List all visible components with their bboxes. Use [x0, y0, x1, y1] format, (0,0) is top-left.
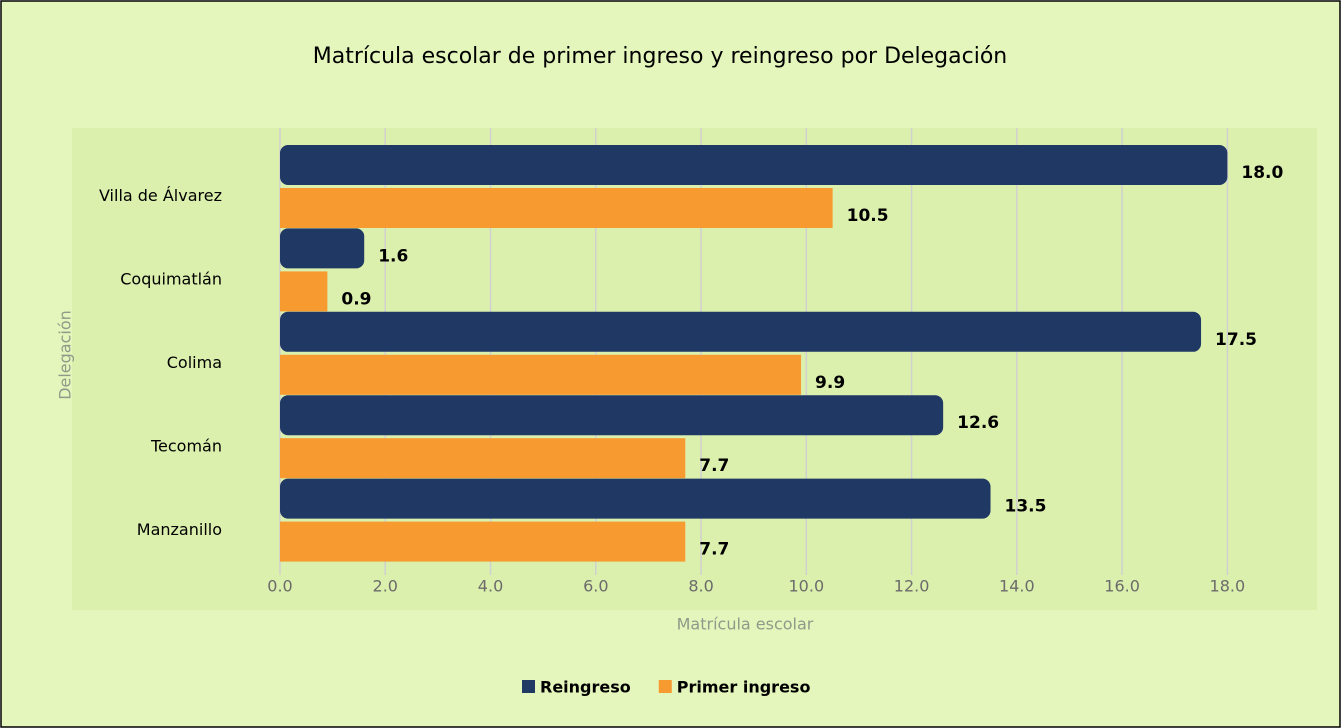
- bar: [280, 145, 1227, 185]
- data-label: 1.6: [378, 246, 408, 266]
- bar: [280, 438, 685, 478]
- x-axis-label: Matrícula escolar: [677, 615, 814, 634]
- x-tick-label: 8.0: [688, 577, 713, 596]
- legend-swatch: [522, 680, 535, 693]
- legend-label: Primer ingreso: [677, 678, 811, 697]
- y-tick-label: Coquimatlán: [120, 270, 222, 289]
- data-label: 7.7: [699, 540, 729, 560]
- bar: [280, 188, 833, 228]
- x-tick-label: 10.0: [789, 577, 825, 596]
- x-tick-label: 14.0: [999, 577, 1035, 596]
- bar: [280, 312, 1201, 352]
- data-label: 7.7: [699, 456, 729, 476]
- data-label: 12.6: [957, 413, 999, 433]
- data-label: 10.5: [847, 206, 889, 226]
- data-label: 13.5: [1005, 497, 1047, 517]
- bar: [280, 355, 801, 395]
- y-axis-label: Delegación: [56, 310, 75, 400]
- y-tick-label: Villa de Álvarez: [99, 186, 222, 205]
- y-tick-label: Manzanillo: [137, 520, 222, 539]
- data-label: 17.5: [1215, 330, 1257, 350]
- x-tick-label: 2.0: [373, 577, 398, 596]
- x-tick-label: 16.0: [1104, 577, 1140, 596]
- x-tick-label: 18.0: [1210, 577, 1246, 596]
- legend-label: Reingreso: [540, 678, 631, 697]
- x-tick-label: 0.0: [267, 577, 292, 596]
- bar: [280, 395, 943, 435]
- data-label: 18.0: [1241, 163, 1283, 183]
- x-tick-label: 6.0: [583, 577, 608, 596]
- bar: [280, 479, 991, 519]
- data-label: 9.9: [815, 373, 845, 393]
- bar: [280, 271, 327, 311]
- y-tick-label: Colima: [167, 353, 222, 372]
- chart: Matrícula escolar de primer ingreso y re…: [0, 0, 1341, 728]
- bar: [280, 228, 364, 268]
- page: Matrícula escolar de primer ingreso y re…: [0, 0, 1341, 728]
- y-tick-label: Tecomán: [150, 436, 222, 455]
- legend-swatch: [659, 680, 672, 693]
- bar: [280, 522, 685, 562]
- x-tick-label: 12.0: [894, 577, 930, 596]
- chart-title: Matrícula escolar de primer ingreso y re…: [313, 44, 1008, 69]
- data-label: 0.9: [341, 289, 371, 309]
- x-tick-label: 4.0: [478, 577, 503, 596]
